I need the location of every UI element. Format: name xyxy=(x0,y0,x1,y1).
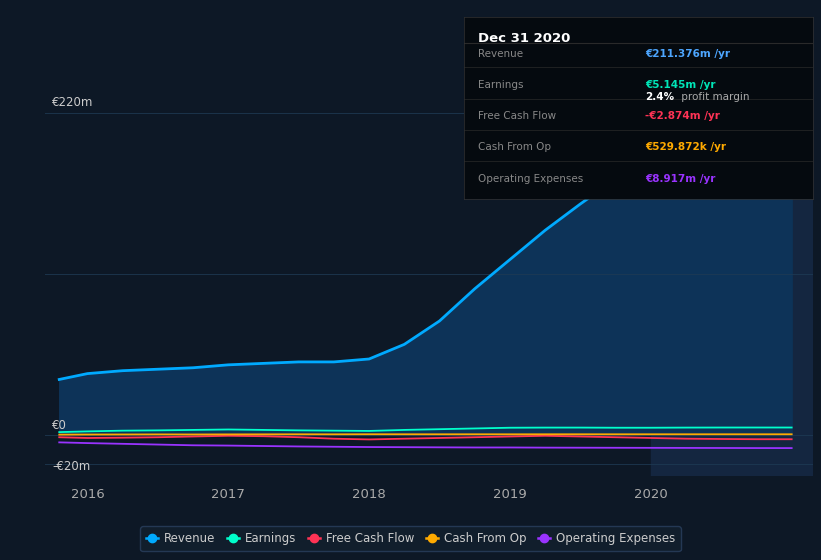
Text: Cash From Op: Cash From Op xyxy=(478,142,551,152)
Text: €220m: €220m xyxy=(53,96,94,109)
Text: -€2.874m /yr: -€2.874m /yr xyxy=(645,111,720,122)
Text: Dec 31 2020: Dec 31 2020 xyxy=(478,32,571,45)
Text: Revenue: Revenue xyxy=(478,49,523,59)
Bar xyxy=(651,84,813,476)
Text: €211.376m /yr: €211.376m /yr xyxy=(645,49,731,59)
Text: -€20m: -€20m xyxy=(53,460,90,473)
Text: Free Cash Flow: Free Cash Flow xyxy=(478,111,556,122)
Text: €5.145m /yr: €5.145m /yr xyxy=(645,80,716,90)
Legend: Revenue, Earnings, Free Cash Flow, Cash From Op, Operating Expenses: Revenue, Earnings, Free Cash Flow, Cash … xyxy=(140,526,681,551)
Text: Operating Expenses: Operating Expenses xyxy=(478,174,583,184)
Text: €8.917m /yr: €8.917m /yr xyxy=(645,174,716,184)
Text: 2.4%: 2.4% xyxy=(645,92,674,102)
Text: €0: €0 xyxy=(53,419,67,432)
Text: €529.872k /yr: €529.872k /yr xyxy=(645,142,727,152)
Text: Earnings: Earnings xyxy=(478,80,523,90)
Text: profit margin: profit margin xyxy=(678,92,750,102)
